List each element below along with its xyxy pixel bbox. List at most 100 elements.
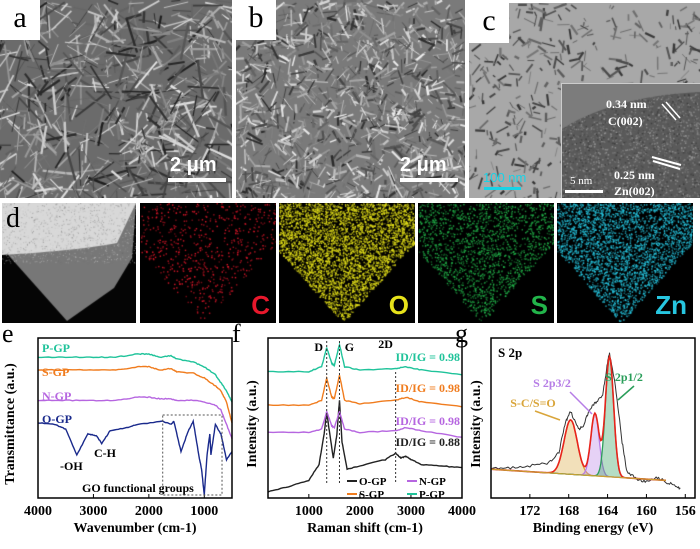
series-line-o-gp: [37, 418, 233, 495]
hrtem-inset-image: [562, 84, 700, 198]
x-tick-label: 4000: [448, 504, 476, 519]
series-line-p-gp: [38, 352, 233, 403]
x-tick-label: 4000: [24, 504, 52, 519]
scale-bar-a: [168, 178, 226, 182]
y-axis-label: Intensity (a.u.): [469, 380, 484, 468]
x-tick-label: 164: [597, 504, 618, 519]
x-tick-label: 168: [558, 504, 579, 519]
panel-label-d: d: [6, 203, 20, 234]
x-axis-label: Binding energy (eV): [533, 521, 654, 536]
panel-label-f: f: [232, 319, 241, 348]
peak-label-2d: 2D: [378, 337, 393, 351]
arrow-s-c: [534, 410, 561, 421]
series-line-n-gp: [37, 396, 233, 440]
hrtem-inset: 5 nm 0.34 nm C(002) 0.25 nm Zn(002): [561, 83, 700, 198]
series-line-o-gp: [267, 400, 463, 493]
panel-label-a: a: [0, 0, 40, 40]
panel-c-tem-image: c 100 nm 5 nm 0.34 nm C(002) 0.25 nm Zn(…: [469, 3, 700, 198]
lattice-plane-2: Zn(002): [614, 184, 655, 198]
panel-label-c: c: [469, 3, 509, 43]
annotation-ch: C-H: [94, 446, 117, 460]
eds-element-label: S: [530, 290, 548, 320]
component-label: S-C/S=O: [510, 396, 556, 410]
lattice-plane-1: C(002): [608, 114, 643, 128]
series-label-n-gp: N-GP: [42, 389, 71, 403]
chart-g: g 172 168 164 160 156 Binding energy (eV) Inten…: [455, 319, 696, 536]
functional-groups-box: [162, 414, 223, 496]
x-tick-label: 3000: [79, 504, 107, 519]
chart-title: S 2p: [498, 345, 522, 360]
eds-element-label: O: [388, 290, 409, 320]
eds-element-label: Zn: [655, 290, 687, 320]
x-tick-label: 172: [519, 504, 540, 519]
arrow-2p32: [569, 391, 593, 415]
eds-map-c: C: [140, 203, 276, 323]
eds-map-s: S: [418, 203, 554, 323]
eds-map-dots: [418, 203, 554, 323]
x-tick-label: 156: [675, 504, 696, 519]
eds-element-label: C: [251, 290, 270, 320]
x-tick-label: 2000: [135, 504, 163, 519]
panel-a-sem-image: a 2 μm: [0, 0, 232, 198]
x-tick-label: 160: [636, 504, 657, 519]
peak-label-g: G: [345, 340, 354, 354]
plot-frame: [37, 337, 233, 499]
legend-item-p-gp: P-GP: [419, 489, 445, 501]
scale-bar-b: [400, 178, 458, 182]
id-ig-ratio: ID/IG = 0.98: [395, 381, 460, 395]
haadf-image: [2, 203, 136, 323]
series-line-s-gp: [267, 375, 463, 408]
id-ig-ratio: ID/IG = 0.88: [395, 435, 460, 449]
inset-scale-bar: [565, 190, 603, 193]
series-line-p-gp: [268, 342, 463, 376]
panel-label-b: b: [236, 0, 276, 40]
plot-frame: [267, 337, 463, 499]
series-line-s-gp: [37, 365, 233, 423]
series-label-p-gp: P-GP: [42, 341, 70, 355]
arrow-2p12: [617, 385, 635, 401]
x-tick-label: 1000: [295, 504, 323, 519]
lattice-spacing-1: 0.34 nm: [606, 97, 647, 111]
x-axis-label: Raman shift (cm-1): [307, 521, 423, 536]
component-label: S 2p1/2: [605, 370, 643, 384]
scale-bar-label-c: 100 nm: [483, 170, 527, 185]
component-label: S 2p3/2: [533, 376, 571, 390]
scale-bar-c: [484, 187, 521, 190]
annotation-functional-groups: GO functional groups: [82, 481, 194, 495]
raw-spectrum: [490, 352, 681, 490]
scale-bar-label-a: 2 μm: [170, 154, 217, 176]
series-line-n-gp: [267, 409, 463, 438]
lattice-markers: [651, 101, 682, 170]
x-tick-label: 2000: [346, 504, 374, 519]
id-ig-ratio: ID/IG = 0.98: [395, 350, 460, 364]
chart-f: f 1000 2000 3000 4000 Raman shift (cm-1) Inten…: [232, 319, 476, 536]
panel-label-e: e: [2, 319, 14, 348]
x-tick-label: 3000: [397, 504, 425, 519]
legend-item-n-gp: N-GP: [419, 476, 446, 488]
panel-d-eds-mapping: d C O S Zn: [2, 203, 700, 323]
baseline: [490, 468, 666, 481]
annotation-oh: -OH: [60, 459, 83, 473]
plot-frame: [490, 337, 696, 499]
legend-item-o-gp: O-GP: [359, 476, 387, 488]
eds-map-dots: [140, 203, 276, 323]
inset-scale-bar-label: 5 nm: [570, 175, 593, 187]
lattice-spacing-2: 0.25 nm: [614, 168, 655, 182]
scale-bar-label-b: 2 μm: [400, 154, 447, 176]
y-axis-label: Transmittance (a.u.): [3, 363, 18, 485]
eds-map-dots: [279, 203, 415, 323]
eds-map-o: O: [279, 203, 415, 323]
eds-map-dots: [557, 203, 693, 323]
panel-b-sem-image: b 2 μm: [236, 0, 465, 198]
series-label-s-gp: S-GP: [42, 365, 69, 379]
series-label-o-gp: O-GP: [42, 412, 72, 426]
chart-e: e 4000 3000 2000 1000 Wavenumber (cm-1) Transm…: [2, 319, 233, 536]
panel-label-g: g: [455, 319, 468, 348]
id-ig-ratio: ID/IG = 0.98: [395, 414, 460, 428]
x-axis-label: Wavenumber (cm-1): [74, 521, 197, 536]
legend-item-s-gp: S-GP: [359, 489, 384, 501]
peak-label-d: D: [314, 340, 323, 354]
x-tick-label: 1000: [190, 504, 218, 519]
